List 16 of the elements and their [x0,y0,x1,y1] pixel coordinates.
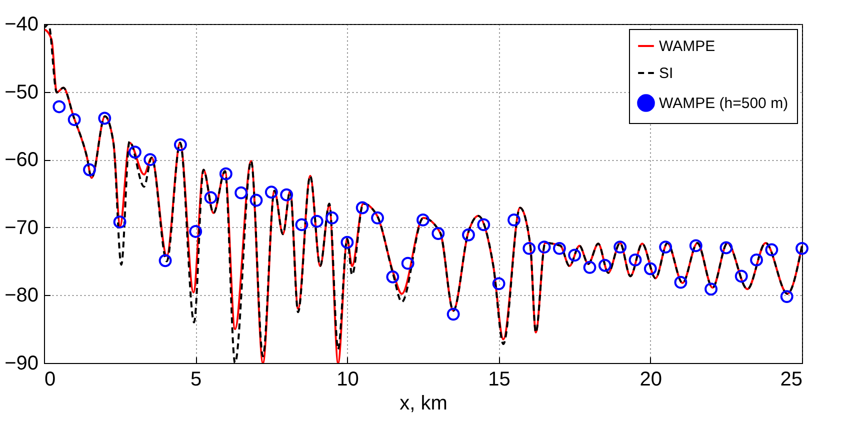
y-tick-label: −90 [4,352,38,374]
y-tick-label: −80 [4,284,38,307]
y-tick-label: −50 [4,81,38,104]
legend-label: WAMPE (h=500 m) [659,95,788,112]
x-tick-label: 25 [780,368,802,390]
x-axis-title: x, km [400,392,448,414]
legend-label: WAMPE [659,38,716,55]
x-tick-label: 20 [640,368,662,390]
legend-label: SI [659,65,674,82]
x-tick-label: 15 [488,368,510,390]
y-tick-label: −60 [4,149,38,172]
y-tick-label: −70 [4,216,38,239]
y-tick-label: −40 [4,14,38,36]
x-tick-label: 10 [336,368,359,390]
x-tick-label: 5 [190,368,202,390]
x-tick-label: 0 [44,368,56,390]
